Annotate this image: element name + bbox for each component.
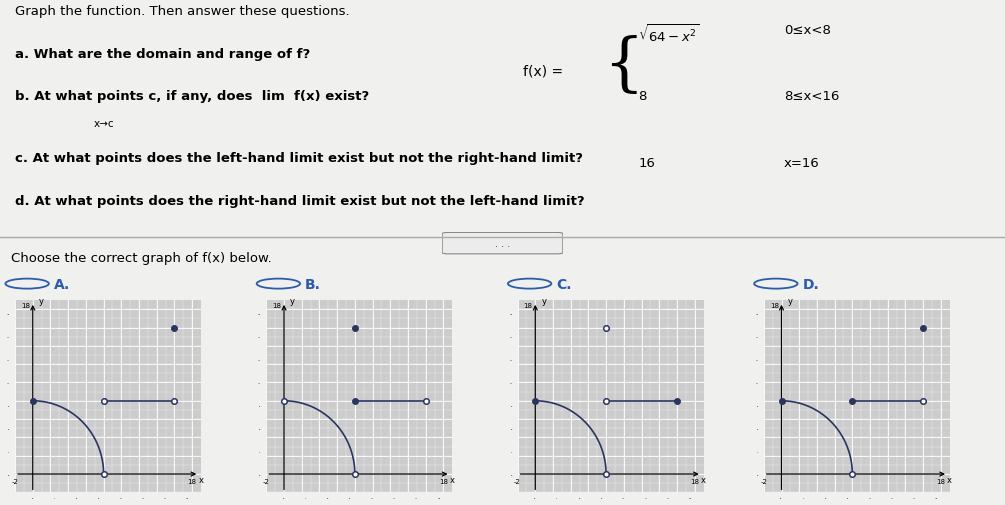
Text: A.: A. — [53, 277, 70, 291]
Text: Graph the function. Then answer these questions.: Graph the function. Then answer these qu… — [15, 5, 350, 18]
Text: b. At what points c, if any, does  lim  f(x) exist?: b. At what points c, if any, does lim f(… — [15, 90, 369, 103]
Text: 16: 16 — [638, 157, 655, 170]
Text: y: y — [39, 296, 44, 305]
Text: 18: 18 — [21, 303, 30, 309]
Text: . . .: . . . — [494, 239, 511, 248]
Text: c. At what points does the left-hand limit exist but not the right-hand limit?: c. At what points does the left-hand lim… — [15, 152, 583, 165]
Text: {: { — [603, 36, 643, 97]
Text: -2: -2 — [761, 478, 767, 484]
Text: x: x — [948, 475, 952, 484]
FancyBboxPatch shape — [442, 233, 563, 255]
Text: x→c: x→c — [93, 119, 115, 129]
Text: D.: D. — [802, 277, 819, 291]
Text: x: x — [450, 475, 454, 484]
Text: 8: 8 — [638, 90, 646, 103]
Text: x: x — [199, 475, 203, 484]
Text: f(x) =: f(x) = — [523, 64, 563, 78]
Text: d. At what points does the right-hand limit exist but not the left-hand limit?: d. At what points does the right-hand li… — [15, 194, 585, 208]
Text: $\sqrt{64-x^2}$: $\sqrt{64-x^2}$ — [638, 24, 699, 45]
Text: x: x — [701, 475, 706, 484]
Text: 18: 18 — [690, 478, 699, 484]
Text: Choose the correct graph of f(x) below.: Choose the correct graph of f(x) below. — [11, 251, 271, 264]
Text: 18: 18 — [272, 303, 281, 309]
Text: 18: 18 — [770, 303, 779, 309]
Text: B.: B. — [305, 277, 321, 291]
Text: y: y — [290, 296, 295, 305]
Text: 18: 18 — [524, 303, 533, 309]
Text: 8≤x<16: 8≤x<16 — [784, 90, 839, 103]
Text: 18: 18 — [188, 478, 197, 484]
Text: -2: -2 — [12, 478, 18, 484]
Text: y: y — [788, 296, 793, 305]
Text: C.: C. — [556, 277, 572, 291]
Text: -2: -2 — [515, 478, 521, 484]
Text: x=16: x=16 — [784, 157, 820, 170]
Text: -2: -2 — [263, 478, 269, 484]
Text: a. What are the domain and range of f?: a. What are the domain and range of f? — [15, 47, 311, 61]
Text: 18: 18 — [439, 478, 448, 484]
Text: y: y — [542, 296, 547, 305]
Text: 0≤x<8: 0≤x<8 — [784, 24, 831, 37]
Text: 18: 18 — [937, 478, 946, 484]
